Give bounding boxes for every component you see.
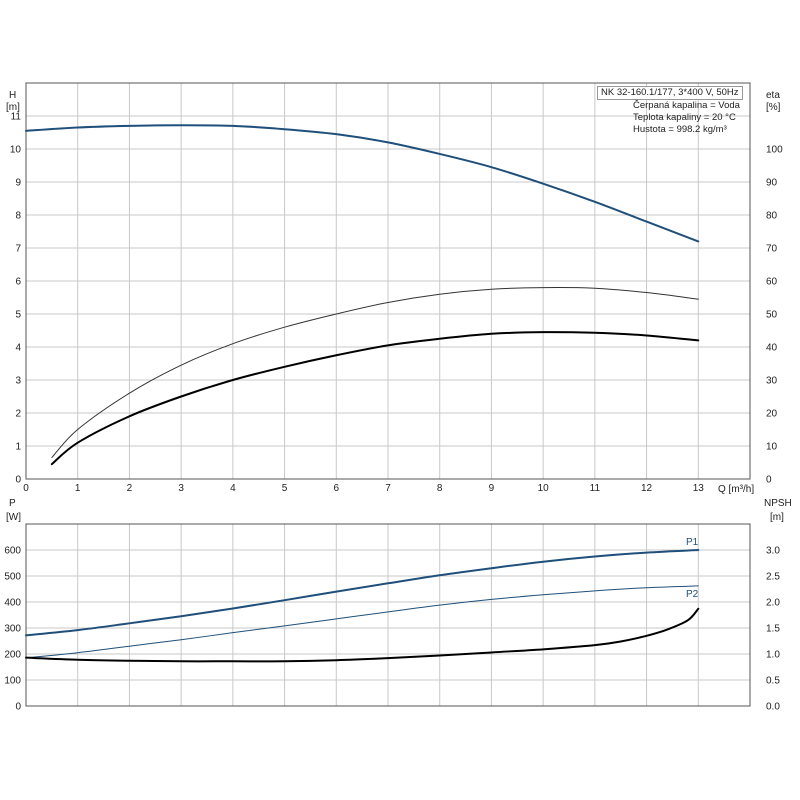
right-tick-label: 90 bbox=[766, 178, 778, 189]
x-tick-label: 7 bbox=[385, 483, 391, 494]
series-label-p2: P2 bbox=[686, 589, 699, 600]
x-tick-label: 9 bbox=[489, 483, 495, 494]
right-tick-label: 60 bbox=[766, 277, 778, 288]
liquid-text: Čerpaná kapalina = Voda bbox=[633, 100, 740, 111]
right-tick-label: 50 bbox=[766, 310, 778, 321]
temperature-text: Teplota kapaliny = 20 °C bbox=[633, 112, 736, 123]
left-tick-label: 4 bbox=[15, 343, 21, 354]
series-line bbox=[25, 124, 700, 243]
left-tick-label: 600 bbox=[4, 546, 21, 557]
lower-right-axis-title: NPSH bbox=[764, 498, 792, 509]
left-tick-label: 9 bbox=[15, 178, 21, 189]
left-tick-label: 300 bbox=[4, 624, 21, 635]
right-tick-label: 0.0 bbox=[766, 702, 780, 713]
x-tick-label: 13 bbox=[693, 483, 705, 494]
x-tick-label: 5 bbox=[282, 483, 288, 494]
right-tick-label: 10 bbox=[766, 442, 778, 453]
left-tick-label: 200 bbox=[4, 650, 21, 661]
left-tick-label: 5 bbox=[15, 310, 21, 321]
x-tick-label: 11 bbox=[590, 483, 601, 494]
x-tick-label: 0 bbox=[23, 483, 29, 494]
lower-left-axis-title: P bbox=[9, 498, 16, 509]
left-tick-label: 1 bbox=[15, 442, 21, 453]
density-text: Hustota = 998.2 kg/m³ bbox=[633, 124, 727, 135]
right-tick-label: 30 bbox=[766, 376, 778, 387]
x-tick-label: 1 bbox=[75, 483, 81, 494]
series-line-p1 bbox=[25, 549, 700, 637]
right-tick-label: 0 bbox=[766, 475, 772, 486]
right-tick-label: 100 bbox=[766, 145, 783, 156]
series-line bbox=[51, 287, 699, 459]
right-tick-label: 0.5 bbox=[766, 676, 780, 687]
frame-layer bbox=[25, 82, 751, 707]
upper-right-axis-title: eta bbox=[766, 90, 780, 101]
left-tick-label: 2 bbox=[15, 409, 21, 420]
x-tick-label: 3 bbox=[178, 483, 184, 494]
left-tick-label: 400 bbox=[4, 598, 21, 609]
left-tick-label: 500 bbox=[4, 572, 21, 583]
left-tick-label: 11 bbox=[11, 112, 22, 123]
x-tick-label: 6 bbox=[334, 483, 340, 494]
series-label-p1: P1 bbox=[686, 537, 699, 548]
x-tick-label: 8 bbox=[437, 483, 443, 494]
right-tick-label: 3.0 bbox=[766, 546, 780, 557]
right-tick-label: 1.0 bbox=[766, 650, 780, 661]
right-tick-label: 20 bbox=[766, 409, 778, 420]
x-tick-label: 12 bbox=[641, 483, 653, 494]
upper-left-axis-unit: [m] bbox=[6, 102, 20, 113]
x-axis-title: Q [m³/h] bbox=[718, 484, 754, 495]
upper-right-axis-unit: [%] bbox=[766, 102, 781, 113]
series-line bbox=[25, 607, 700, 663]
left-tick-label: 0 bbox=[15, 475, 21, 486]
left-tick-label: 7 bbox=[15, 244, 21, 255]
left-tick-label: 100 bbox=[4, 676, 21, 687]
x-tick-label: 2 bbox=[127, 483, 133, 494]
left-tick-label: 8 bbox=[15, 211, 21, 222]
right-tick-label: 1.5 bbox=[766, 624, 780, 635]
pump-model-title: NK 32-160.1/177, 3*400 V, 50Hz bbox=[597, 86, 743, 100]
left-tick-label: 6 bbox=[15, 277, 21, 288]
left-tick-label: 10 bbox=[10, 145, 22, 156]
left-tick-label: 3 bbox=[15, 376, 21, 387]
x-tick-label: 4 bbox=[230, 483, 236, 494]
plot-frame bbox=[25, 523, 751, 707]
series-line-p2 bbox=[25, 585, 699, 659]
grid-layer bbox=[26, 83, 750, 706]
right-tick-label: 2.0 bbox=[766, 598, 780, 609]
left-tick-label: 0 bbox=[15, 702, 21, 713]
right-tick-label: 80 bbox=[766, 211, 778, 222]
right-tick-label: 2.5 bbox=[766, 572, 780, 583]
right-tick-label: 40 bbox=[766, 343, 778, 354]
series-layer bbox=[25, 124, 700, 663]
lower-right-axis-unit: [m] bbox=[770, 512, 784, 523]
plot-frame bbox=[25, 82, 751, 480]
x-tick-label: 10 bbox=[538, 483, 550, 494]
right-tick-label: 70 bbox=[766, 244, 778, 255]
series-line bbox=[50, 331, 700, 466]
pump-info-box: NK 32-160.1/177, 3*400 V, 50Hz Čerpaná k… bbox=[597, 86, 760, 142]
lower-left-axis-unit: [W] bbox=[6, 512, 21, 523]
upper-left-axis-title: H bbox=[9, 90, 16, 101]
